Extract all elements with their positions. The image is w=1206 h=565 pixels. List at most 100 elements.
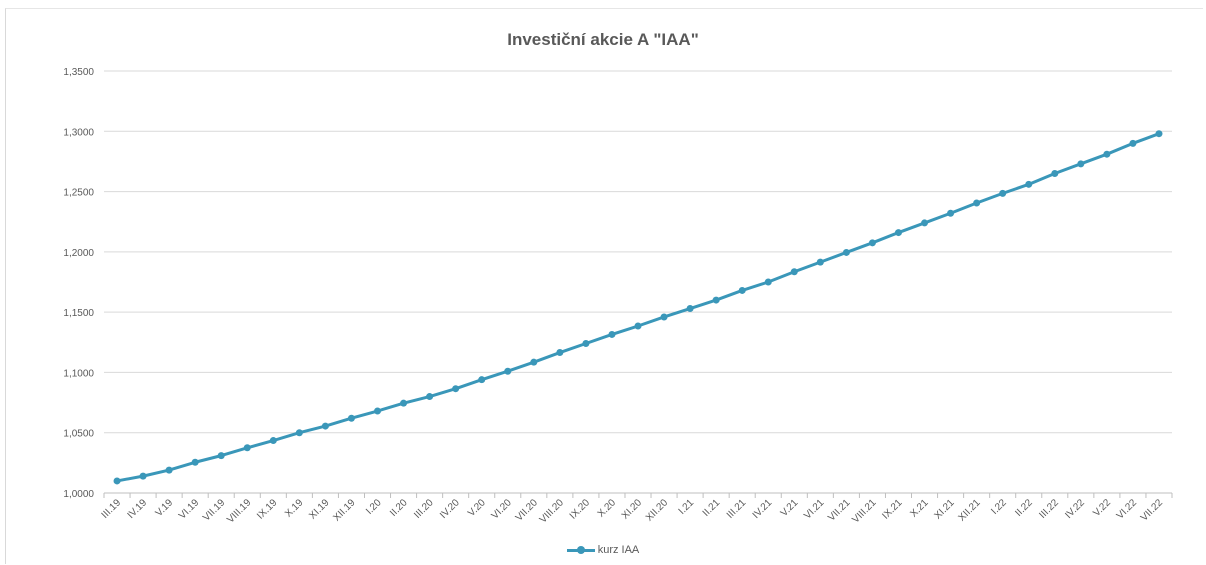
gridlines: [104, 70, 1172, 434]
x-tick-label: IV.19: [126, 497, 150, 521]
data-point: [868, 239, 876, 247]
data-point: [1155, 130, 1163, 138]
data-point: [764, 278, 772, 286]
data-point: [608, 330, 616, 338]
chart-area: [5, 8, 1203, 564]
x-tick-label: IV.20: [438, 497, 462, 521]
x-tick-label: III.19: [100, 497, 124, 521]
data-point: [947, 209, 955, 217]
x-tick-label: IX.20: [568, 497, 593, 522]
data-point: [139, 472, 147, 480]
x-tick-label: VI.21: [802, 497, 827, 522]
legend-swatch-line-icon: [566, 545, 595, 555]
chart-title: Investiční akcie A "IAA": [507, 30, 699, 49]
x-tick-label: X.19: [283, 497, 306, 520]
x-tick-label: VII.22: [1139, 497, 1166, 524]
y-tick-label: 1,3500: [63, 67, 94, 78]
x-tick-label: I.20: [364, 497, 384, 517]
x-tick-label: XI.21: [932, 497, 957, 522]
data-point: [556, 349, 564, 357]
data-point: [478, 376, 486, 384]
data-point: [842, 248, 850, 256]
data-point: [374, 407, 382, 415]
data-point: [816, 258, 824, 266]
x-tick-label: III.20: [412, 497, 436, 521]
x-tick-label: VIII.19: [225, 497, 254, 526]
data-point: [530, 358, 538, 366]
series-kurz-iaa: [116, 132, 1160, 483]
data-point: [426, 393, 434, 401]
y-tick-label: 1,2500: [63, 188, 94, 199]
x-tick-label: V.20: [466, 497, 488, 519]
data-point: [321, 422, 329, 430]
data-point: [400, 399, 408, 407]
data-point: [1051, 169, 1059, 177]
data-point: [738, 286, 746, 294]
x-tick-label: II.20: [388, 497, 410, 519]
x-tick-label: VI.19: [177, 497, 202, 522]
data-point: [295, 429, 303, 437]
x-tick-label: X.21: [908, 497, 931, 520]
data-point: [347, 414, 355, 422]
data-point: [973, 199, 981, 207]
data-point: [790, 268, 798, 276]
x-tick-label: I.21: [677, 497, 697, 517]
data-points: [113, 130, 1163, 485]
y-tick-label: 1,3000: [63, 127, 94, 138]
data-point: [452, 385, 460, 393]
data-point: [191, 458, 199, 466]
data-point: [1103, 150, 1111, 158]
data-point: [712, 296, 720, 304]
data-point: [504, 367, 512, 375]
x-tick-label: V.21: [779, 497, 801, 519]
data-point: [1077, 160, 1085, 168]
x-tick-label: VII.19: [201, 497, 228, 524]
data-point: [217, 452, 225, 460]
x-tick-label: IX.19: [255, 497, 280, 522]
x-tick-label: IV.21: [751, 497, 775, 521]
data-point: [999, 189, 1007, 197]
x-tick-label: IX.21: [880, 497, 905, 522]
data-point: [113, 477, 121, 485]
x-tick-label: VIII.20: [538, 497, 567, 526]
x-tick-label: VIII.21: [850, 497, 879, 526]
x-axis: [103, 492, 1173, 498]
data-point: [1129, 139, 1137, 147]
data-point: [894, 229, 902, 237]
x-tick-label: II.22: [1013, 497, 1035, 519]
x-tick-label: I.22: [989, 497, 1009, 517]
data-point: [921, 219, 929, 227]
x-tick-label: V.22: [1091, 497, 1113, 519]
legend: kurz IAA: [0, 544, 1206, 556]
data-point: [165, 466, 173, 474]
x-tick-label: VII.21: [826, 497, 853, 524]
x-tick-label: IV.22: [1063, 497, 1087, 521]
legend-label: kurz IAA: [597, 544, 640, 556]
y-axis-ticks: 1,0000 1,0500 1,1000 1,1500 1,2000 1,2500 1,30…: [63, 67, 94, 500]
x-tick-label: XII.19: [331, 497, 358, 524]
data-point: [1025, 180, 1033, 188]
data-point: [269, 437, 277, 445]
y-tick-label: 1,1500: [63, 308, 94, 319]
x-tick-label: III.21: [725, 497, 749, 521]
x-tick-label: III.22: [1037, 497, 1061, 521]
series-line: [116, 132, 1160, 483]
y-tick-label: 1,0500: [63, 429, 94, 440]
x-tick-label: XI.19: [307, 497, 332, 522]
x-tick-label: XII.20: [644, 497, 671, 524]
x-tick-label: VI.22: [1115, 497, 1140, 522]
x-tick-label: XII.21: [956, 497, 983, 524]
x-tick-label: VI.20: [490, 497, 515, 522]
data-point: [686, 305, 694, 313]
x-tick-label: II.21: [701, 497, 723, 519]
x-tick-label: V.19: [154, 497, 176, 519]
data-point: [634, 322, 642, 330]
data-point: [660, 313, 668, 321]
x-tick-label: XI.20: [620, 497, 645, 522]
y-tick-label: 1,0000: [63, 489, 94, 500]
y-tick-label: 1,1000: [63, 368, 94, 379]
data-point: [582, 339, 590, 347]
x-tick-label: VII.20: [514, 497, 541, 524]
